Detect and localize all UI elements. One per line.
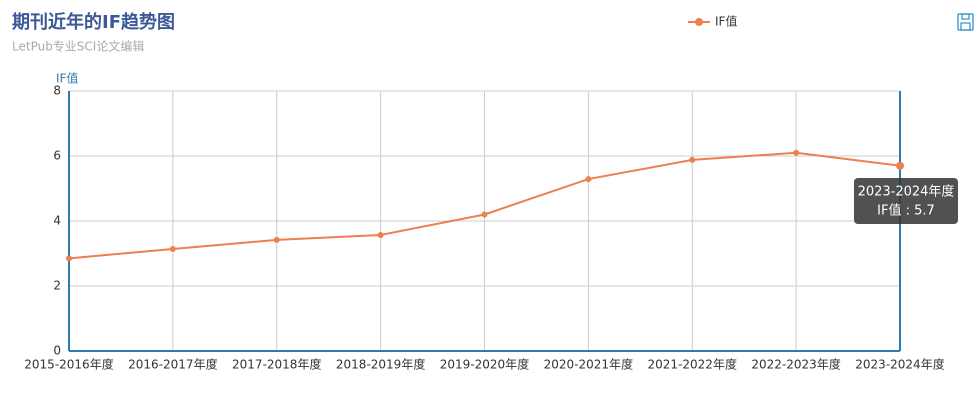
tooltip-text: IF值 : 5.7 [877, 203, 935, 219]
tooltip-title: 2023-2024年度 [858, 184, 955, 200]
tooltip: 2023-2024年度 IF值 : 5.7 [854, 178, 958, 224]
x-tick-label: 2015-2016年度 [24, 357, 113, 372]
chart-title: 期刊近年的IF趋势图 [12, 11, 175, 33]
point [689, 156, 696, 163]
point [585, 176, 592, 183]
x-tick-label: 2019-2020年度 [440, 357, 529, 372]
save-icon[interactable] [957, 13, 974, 31]
y-tick-label: 4 [53, 214, 61, 228]
x-tick-label: 2017-2018年度 [232, 357, 321, 372]
point [66, 255, 72, 262]
x-tick-label: 2016-2017年度 [128, 357, 217, 372]
y-axis-label: IF值 [56, 71, 78, 86]
legend-label: IF值 [715, 14, 737, 29]
x-tick-label: 2018-2019年度 [336, 357, 425, 372]
legend-marker [695, 18, 703, 26]
x-tick-label: 2022-2023年度 [751, 357, 840, 372]
point [481, 211, 488, 218]
y-tick-label: 0 [53, 344, 61, 358]
x-tick-label: 2020-2021年度 [544, 357, 633, 372]
y-tick-label: 6 [53, 149, 61, 163]
tooltip-box [854, 178, 958, 224]
point [169, 245, 176, 252]
chart-subtitle: LetPub专业SCI论文编辑 [12, 39, 144, 54]
y-tick-label: 2 [53, 279, 61, 293]
point [377, 231, 384, 238]
point [273, 236, 280, 243]
y-tick-label: 8 [53, 84, 61, 98]
x-tick-label: 2021-2022年度 [648, 357, 737, 372]
x-tick-label: 2023-2024年度 [855, 357, 944, 372]
point [793, 149, 800, 156]
point [896, 161, 904, 170]
